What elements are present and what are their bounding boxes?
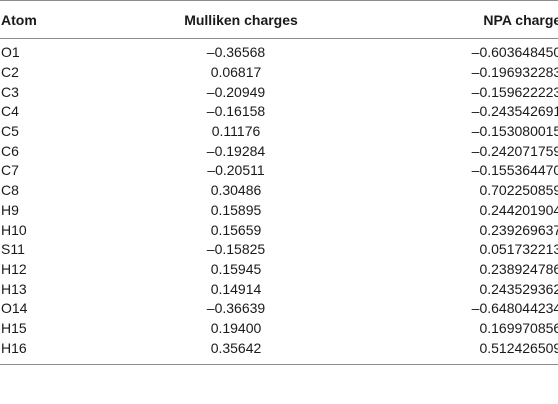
table-row: S11 –0.15825 0.0517322130 [0,240,558,260]
cell-mulliken: –0.15825 [206,241,266,258]
cell-npa: –0.2435426919 [471,103,558,120]
table-row: C7 –0.20511 –0.1553644705 [0,161,558,181]
cell-mulliken: –0.20511 [207,162,265,179]
cell-atom: C4 [1,103,19,120]
table-row: H15 0.19400 0.1699708566 [0,319,558,339]
table-row: C3 –0.20949 –0.1596222238 [0,82,558,102]
cell-mulliken: 0.35642 [131,338,341,366]
cell-atom: C7 [1,162,19,179]
cell-atom: H9 [1,201,19,218]
table-row: H13 0.14914 0.2435293624 [0,279,558,299]
cell-atom: H15 [1,319,27,336]
cell-npa: 0.2389247867 [479,260,558,277]
table-row: C6 –0.19284 –0.2420717595 [0,141,558,161]
cell-atom: H10 [1,221,27,238]
cell-mulliken: –0.16158 [206,103,266,120]
table-row: O1 –0.36568 –0.6036484509 [0,39,558,63]
table-header: Atom Mulliken charges NPA charges [0,0,558,39]
table-row: C2 0.06817 –0.1969322834 [0,63,558,83]
cell-mulliken: –0.20949 [206,83,266,100]
cell-mulliken: 0.11176 [211,123,261,140]
cell-mulliken: 0.15945 [210,260,262,277]
cell-mulliken: 0.15659 [210,221,262,238]
table-row: O14 –0.36639 –0.6480442342 [0,299,558,319]
cell-npa: –0.6480442342 [471,300,558,317]
table-row: C4 –0.16158 –0.2435426919 [0,102,558,122]
cell-npa: 0.0517322130 [479,241,558,258]
cell-npa: 0.2435293624 [479,280,558,297]
table-row: C8 0.30486 0.7022508595 [0,181,558,201]
cell-mulliken: 0.15895 [210,201,262,218]
cell-atom: C5 [1,123,19,140]
header-mulliken: Mulliken charges [184,11,298,28]
cell-mulliken: –0.36568 [206,44,266,61]
cell-mulliken: 0.06817 [210,64,262,81]
charges-table: Atom Mulliken charges NPA charges O1 –0.3… [0,0,558,366]
cell-npa: –0.1969322834 [471,64,558,81]
table-row: H12 0.15945 0.2389247867 [0,260,558,280]
cell-atom: C6 [1,142,19,159]
cell-npa: –0.6036484509 [471,44,558,61]
table-body: O1 –0.36568 –0.6036484509 C2 0.06817 –0.19693… [0,39,558,366]
cell-atom: O14 [1,300,28,317]
table-row: H10 0.15659 0.2392696376 [0,220,558,240]
cell-mulliken: –0.19284 [206,142,266,159]
cell-npa: –0.1553644705 [471,162,558,179]
cell-npa: 0.5124265091 [341,338,558,366]
cell-atom: S11 [1,241,25,258]
cell-mulliken: 0.19400 [210,319,262,336]
cell-npa: 0.2442019043 [479,201,558,218]
cell-npa: 0.7022508595 [479,182,558,199]
cell-atom: C2 [1,64,19,81]
cell-npa: 0.2392696376 [479,221,558,238]
cell-atom: C8 [1,182,19,199]
cell-atom: H13 [1,280,27,297]
header-npa: NPA charges [483,11,558,28]
cell-npa: –0.2420717595 [471,142,558,159]
cell-mulliken: –0.36639 [206,300,266,317]
cell-mulliken: 0.14914 [210,280,262,297]
table-row: H9 0.15895 0.2442019043 [0,201,558,221]
cell-npa: 0.1699708566 [479,319,558,336]
header-atom: Atom [1,11,37,28]
cell-npa: –0.1596222238 [471,83,558,100]
table-row: C5 0.11176 –0.1530800157 [0,122,558,142]
cell-atom: C3 [1,83,19,100]
cell-mulliken: 0.30486 [210,182,262,199]
header-row: Atom Mulliken charges NPA charges [0,0,558,39]
cell-atom: H16 [0,338,131,366]
cell-npa: –0.1530800157 [471,123,558,140]
cell-atom: O1 [1,44,20,61]
cell-atom: H12 [1,260,27,277]
